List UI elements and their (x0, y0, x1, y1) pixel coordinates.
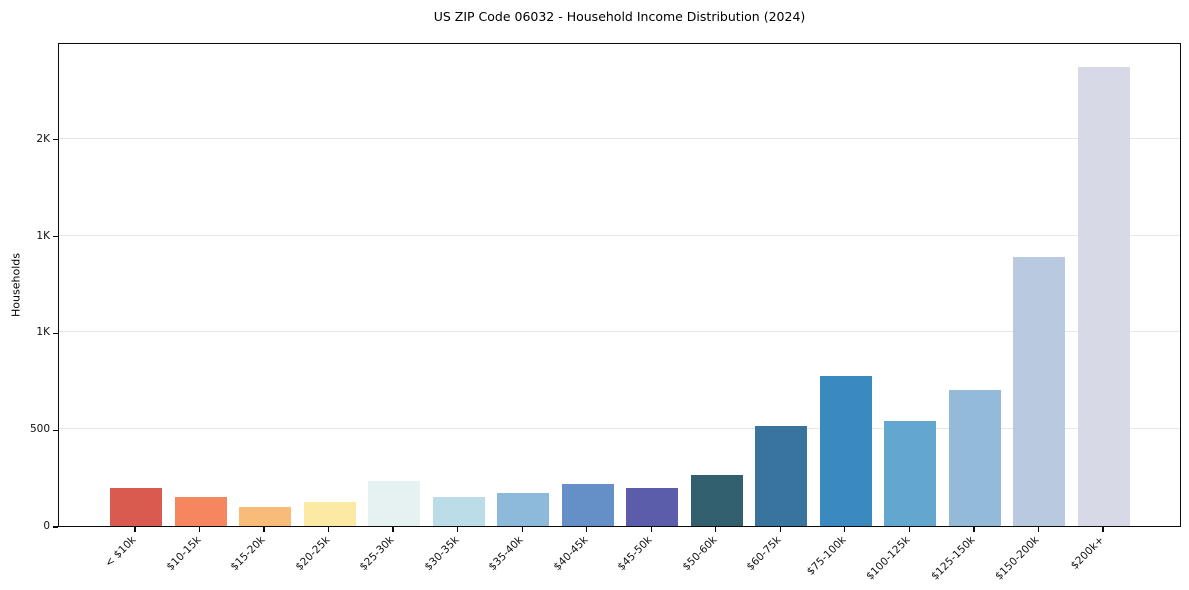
bar-20-25k (303, 501, 356, 526)
bar-50-60k (690, 474, 743, 526)
y-tick-mark (53, 429, 58, 431)
bar-25-30k (368, 480, 421, 526)
x-tick-mark (392, 527, 394, 532)
gridline (59, 137, 1180, 139)
x-tick-mark (1102, 527, 1104, 532)
x-tick-mark (457, 527, 459, 532)
x-tick-mark (586, 527, 588, 532)
x-tick-mark (715, 527, 717, 532)
x-tick-mark (521, 527, 523, 532)
y-tick-label: 1K (36, 229, 50, 242)
bar-150-200k (1013, 256, 1066, 526)
x-tick-mark (263, 527, 265, 532)
x-tick-mark (327, 527, 330, 532)
bar-200k (1077, 67, 1130, 526)
x-tick-mark (779, 527, 781, 532)
x-tick-mark (198, 527, 201, 532)
y-tick-label: 500 (29, 423, 50, 436)
chart-title: US ZIP Code 06032 - Household Income Dis… (433, 9, 806, 24)
gridline (59, 331, 1180, 333)
bar-15-20k (239, 506, 292, 526)
x-tick-mark (908, 527, 910, 532)
bar-10-15k (174, 496, 227, 526)
y-tick-label: 2K (36, 132, 50, 145)
bar-60-75k (755, 426, 808, 526)
bar-125-150k (948, 390, 1001, 526)
y-tick-label: 0 (43, 520, 50, 532)
y-tick-mark (53, 526, 58, 528)
y-tick-mark (53, 139, 58, 141)
y-tick-mark (53, 332, 58, 335)
gridline (59, 234, 1180, 236)
x-tick-mark (134, 527, 136, 532)
y-tick-label: 1K (36, 326, 50, 339)
bar-100-125k (884, 421, 937, 526)
bar-75-100k (819, 375, 872, 526)
plot-area (58, 43, 1181, 527)
bar-10k (110, 488, 162, 526)
x-tick-mark (973, 527, 975, 532)
y-axis-label: Households (9, 253, 23, 317)
x-tick-label: < $10k (102, 534, 139, 570)
y-tick-mark (53, 235, 58, 238)
x-tick-mark (650, 527, 652, 532)
bar-30-35k (432, 496, 485, 526)
x-tick-mark (844, 527, 846, 532)
gridline (59, 428, 1180, 430)
bar-45-50k (626, 488, 679, 526)
bar-40-45k (561, 484, 614, 526)
x-tick-mark (1037, 527, 1040, 532)
bar-35-40k (497, 493, 550, 526)
